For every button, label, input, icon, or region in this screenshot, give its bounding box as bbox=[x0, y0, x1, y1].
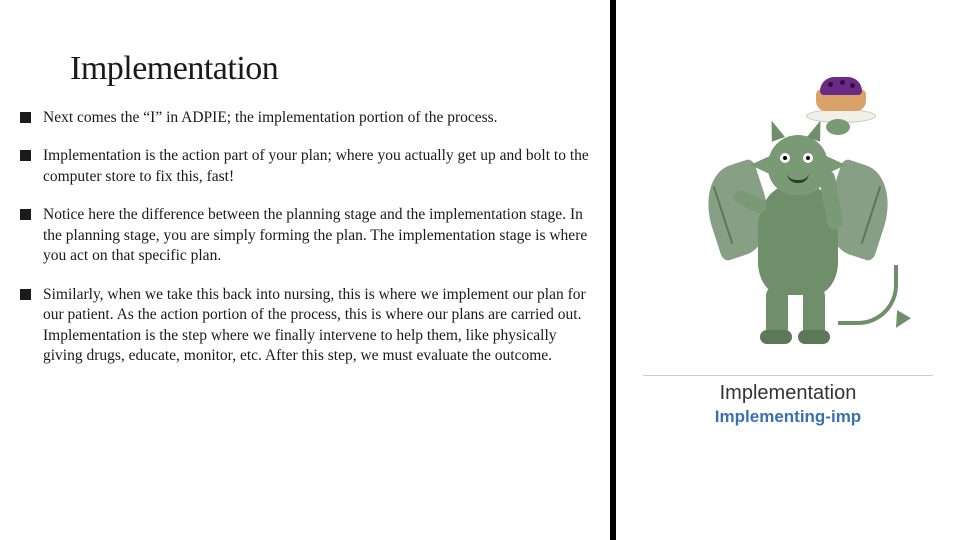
caption-subtitle: Implementing-imp bbox=[655, 407, 921, 427]
caption-title: Implementation bbox=[655, 382, 921, 405]
slide: Implementation Next comes the “I” in ADP… bbox=[0, 0, 960, 540]
square-bullet-icon bbox=[20, 112, 31, 123]
imp-ear bbox=[824, 155, 846, 175]
pie-berry bbox=[840, 80, 845, 85]
pie-berry bbox=[828, 82, 833, 87]
imp-pupil bbox=[783, 156, 787, 160]
bullet-item: Implementation is the action part of you… bbox=[20, 146, 590, 187]
bullet-text: Similarly, when we take this back into n… bbox=[43, 285, 590, 367]
bullet-text: Notice here the difference between the p… bbox=[43, 205, 590, 266]
pie-berry bbox=[850, 83, 855, 88]
imp-figure bbox=[688, 65, 908, 355]
slide-title: Implementation bbox=[70, 50, 590, 88]
text-column: Implementation Next comes the “I” in ADP… bbox=[0, 0, 610, 540]
square-bullet-icon bbox=[20, 289, 31, 300]
imp-foot bbox=[798, 330, 830, 344]
bullet-text: Next comes the “I” in ADPIE; the impleme… bbox=[43, 108, 590, 128]
bullet-item: Notice here the difference between the p… bbox=[20, 205, 590, 266]
bullet-list: Next comes the “I” in ADPIE; the impleme… bbox=[20, 108, 590, 367]
figure-caption: Implementation Implementing-imp bbox=[643, 375, 933, 437]
image-column: Implementation Implementing-imp bbox=[616, 0, 960, 540]
imp-head bbox=[768, 135, 828, 195]
imp-ear bbox=[750, 155, 772, 175]
imp-tail bbox=[838, 265, 898, 325]
imp-foot bbox=[760, 330, 792, 344]
imp-pupil bbox=[806, 156, 810, 160]
square-bullet-icon bbox=[20, 209, 31, 220]
imp-illustration bbox=[648, 55, 928, 365]
imp-tail-tip bbox=[889, 310, 911, 332]
bullet-item: Next comes the “I” in ADPIE; the impleme… bbox=[20, 108, 590, 128]
bullet-text: Implementation is the action part of you… bbox=[43, 146, 590, 187]
square-bullet-icon bbox=[20, 150, 31, 161]
bullet-item: Similarly, when we take this back into n… bbox=[20, 285, 590, 367]
imp-hand bbox=[826, 119, 850, 135]
